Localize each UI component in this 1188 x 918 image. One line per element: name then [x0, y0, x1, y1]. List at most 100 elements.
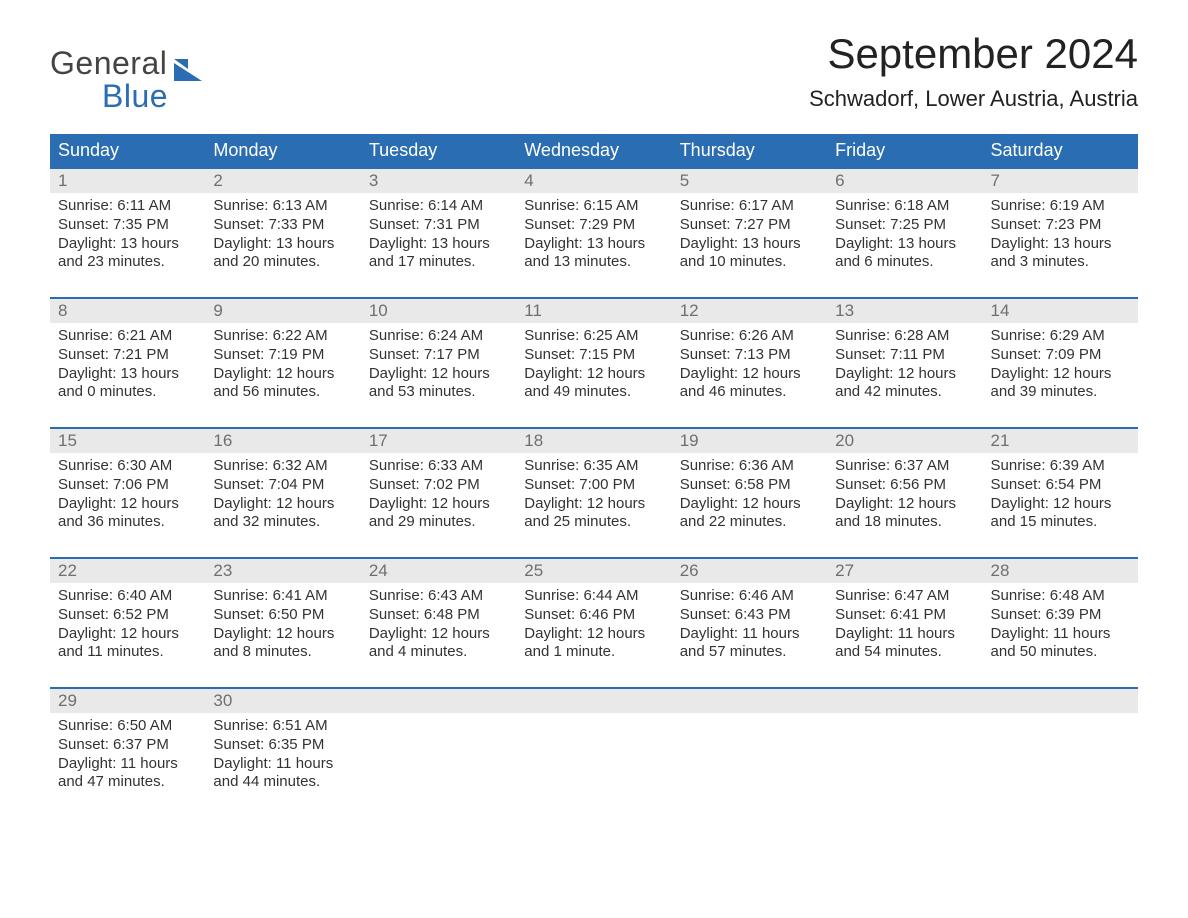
header-thursday: Thursday [672, 134, 827, 167]
day-sunrise: Sunrise: 6:21 AM [58, 327, 197, 346]
day-number: 24 [361, 559, 516, 583]
day-sunset: Sunset: 7:23 PM [991, 216, 1130, 235]
day-sunrise: Sunrise: 6:14 AM [369, 197, 508, 216]
day-d1: Daylight: 12 hours [680, 365, 819, 384]
day-sunset: Sunset: 6:37 PM [58, 736, 197, 755]
header-wednesday: Wednesday [516, 134, 671, 167]
calendar-day: . [672, 689, 827, 799]
day-d2: and 29 minutes. [369, 513, 508, 532]
day-sunset: Sunset: 7:33 PM [213, 216, 352, 235]
day-d2: and 49 minutes. [524, 383, 663, 402]
day-d1: Daylight: 12 hours [369, 365, 508, 384]
calendar-day: 12Sunrise: 6:26 AMSunset: 7:13 PMDayligh… [672, 299, 827, 409]
day-sunset: Sunset: 7:00 PM [524, 476, 663, 495]
header-tuesday: Tuesday [361, 134, 516, 167]
day-sunrise: Sunrise: 6:46 AM [680, 587, 819, 606]
day-d1: Daylight: 12 hours [991, 365, 1130, 384]
day-body: Sunrise: 6:13 AMSunset: 7:33 PMDaylight:… [205, 193, 360, 278]
day-number: 8 [50, 299, 205, 323]
day-number: 3 [361, 169, 516, 193]
calendar-day: 7Sunrise: 6:19 AMSunset: 7:23 PMDaylight… [983, 169, 1138, 279]
day-d1: Daylight: 12 hours [524, 365, 663, 384]
day-body: Sunrise: 6:32 AMSunset: 7:04 PMDaylight:… [205, 453, 360, 538]
day-d2: and 15 minutes. [991, 513, 1130, 532]
day-sunset: Sunset: 6:54 PM [991, 476, 1130, 495]
day-number: 7 [983, 169, 1138, 193]
calendar-day: 30Sunrise: 6:51 AMSunset: 6:35 PMDayligh… [205, 689, 360, 799]
day-sunset: Sunset: 6:41 PM [835, 606, 974, 625]
day-sunrise: Sunrise: 6:28 AM [835, 327, 974, 346]
day-sunrise: Sunrise: 6:25 AM [524, 327, 663, 346]
calendar-day: 4Sunrise: 6:15 AMSunset: 7:29 PMDaylight… [516, 169, 671, 279]
calendar-day: 20Sunrise: 6:37 AMSunset: 6:56 PMDayligh… [827, 429, 982, 539]
day-d1: Daylight: 13 hours [991, 235, 1130, 254]
day-number: 2 [205, 169, 360, 193]
day-d1: Daylight: 12 hours [835, 365, 974, 384]
day-d1: Daylight: 11 hours [991, 625, 1130, 644]
day-d1: Daylight: 13 hours [58, 235, 197, 254]
day-body: Sunrise: 6:18 AMSunset: 7:25 PMDaylight:… [827, 193, 982, 278]
day-d1: Daylight: 11 hours [58, 755, 197, 774]
day-body: Sunrise: 6:28 AMSunset: 7:11 PMDaylight:… [827, 323, 982, 408]
calendar-day: . [361, 689, 516, 799]
day-body: Sunrise: 6:15 AMSunset: 7:29 PMDaylight:… [516, 193, 671, 278]
day-sunrise: Sunrise: 6:24 AM [369, 327, 508, 346]
day-sunset: Sunset: 6:52 PM [58, 606, 197, 625]
day-d2: and 20 minutes. [213, 253, 352, 272]
calendar-day: 26Sunrise: 6:46 AMSunset: 6:43 PMDayligh… [672, 559, 827, 669]
day-sunrise: Sunrise: 6:39 AM [991, 457, 1130, 476]
header-region: General Blue September 2024 Schwadorf, L… [50, 30, 1138, 124]
day-body: Sunrise: 6:43 AMSunset: 6:48 PMDaylight:… [361, 583, 516, 668]
day-d1: Daylight: 11 hours [680, 625, 819, 644]
calendar-week: 1Sunrise: 6:11 AMSunset: 7:35 PMDaylight… [50, 167, 1138, 279]
day-d1: Daylight: 13 hours [680, 235, 819, 254]
day-sunset: Sunset: 7:25 PM [835, 216, 974, 235]
calendar-day: 28Sunrise: 6:48 AMSunset: 6:39 PMDayligh… [983, 559, 1138, 669]
day-d2: and 1 minute. [524, 643, 663, 662]
calendar-day: 22Sunrise: 6:40 AMSunset: 6:52 PMDayligh… [50, 559, 205, 669]
day-sunrise: Sunrise: 6:17 AM [680, 197, 819, 216]
calendar-day: 13Sunrise: 6:28 AMSunset: 7:11 PMDayligh… [827, 299, 982, 409]
day-sunrise: Sunrise: 6:18 AM [835, 197, 974, 216]
day-sunset: Sunset: 6:46 PM [524, 606, 663, 625]
calendar-day: 29Sunrise: 6:50 AMSunset: 6:37 PMDayligh… [50, 689, 205, 799]
day-d1: Daylight: 12 hours [524, 625, 663, 644]
day-d1: Daylight: 12 hours [213, 365, 352, 384]
day-d2: and 17 minutes. [369, 253, 508, 272]
day-sunset: Sunset: 7:27 PM [680, 216, 819, 235]
day-body: Sunrise: 6:14 AMSunset: 7:31 PMDaylight:… [361, 193, 516, 278]
day-number: 26 [672, 559, 827, 583]
day-sunrise: Sunrise: 6:50 AM [58, 717, 197, 736]
day-body: Sunrise: 6:17 AMSunset: 7:27 PMDaylight:… [672, 193, 827, 278]
calendar-day: 2Sunrise: 6:13 AMSunset: 7:33 PMDaylight… [205, 169, 360, 279]
day-sunrise: Sunrise: 6:15 AM [524, 197, 663, 216]
day-sunset: Sunset: 6:35 PM [213, 736, 352, 755]
day-sunrise: Sunrise: 6:32 AM [213, 457, 352, 476]
day-sunset: Sunset: 7:06 PM [58, 476, 197, 495]
day-number: 13 [827, 299, 982, 323]
calendar-day: . [516, 689, 671, 799]
logo-text-general: General [50, 45, 167, 81]
day-sunset: Sunset: 6:56 PM [835, 476, 974, 495]
day-d1: Daylight: 13 hours [369, 235, 508, 254]
calendar-week: 29Sunrise: 6:50 AMSunset: 6:37 PMDayligh… [50, 687, 1138, 799]
day-d2: and 0 minutes. [58, 383, 197, 402]
calendar-day: 18Sunrise: 6:35 AMSunset: 7:00 PMDayligh… [516, 429, 671, 539]
day-number: 11 [516, 299, 671, 323]
calendar-day: 27Sunrise: 6:47 AMSunset: 6:41 PMDayligh… [827, 559, 982, 669]
calendar-day: 16Sunrise: 6:32 AMSunset: 7:04 PMDayligh… [205, 429, 360, 539]
day-d1: Daylight: 12 hours [991, 495, 1130, 514]
day-sunrise: Sunrise: 6:37 AM [835, 457, 974, 476]
calendar-day: . [827, 689, 982, 799]
calendar-day: 6Sunrise: 6:18 AMSunset: 7:25 PMDaylight… [827, 169, 982, 279]
day-sunrise: Sunrise: 6:48 AM [991, 587, 1130, 606]
day-sunset: Sunset: 7:17 PM [369, 346, 508, 365]
day-sunrise: Sunrise: 6:44 AM [524, 587, 663, 606]
calendar-week: 15Sunrise: 6:30 AMSunset: 7:06 PMDayligh… [50, 427, 1138, 539]
day-sunrise: Sunrise: 6:26 AM [680, 327, 819, 346]
calendar-header-row: Sunday Monday Tuesday Wednesday Thursday… [50, 134, 1138, 167]
day-body: Sunrise: 6:26 AMSunset: 7:13 PMDaylight:… [672, 323, 827, 408]
calendar-day: 25Sunrise: 6:44 AMSunset: 6:46 PMDayligh… [516, 559, 671, 669]
day-sunrise: Sunrise: 6:43 AM [369, 587, 508, 606]
day-d2: and 56 minutes. [213, 383, 352, 402]
